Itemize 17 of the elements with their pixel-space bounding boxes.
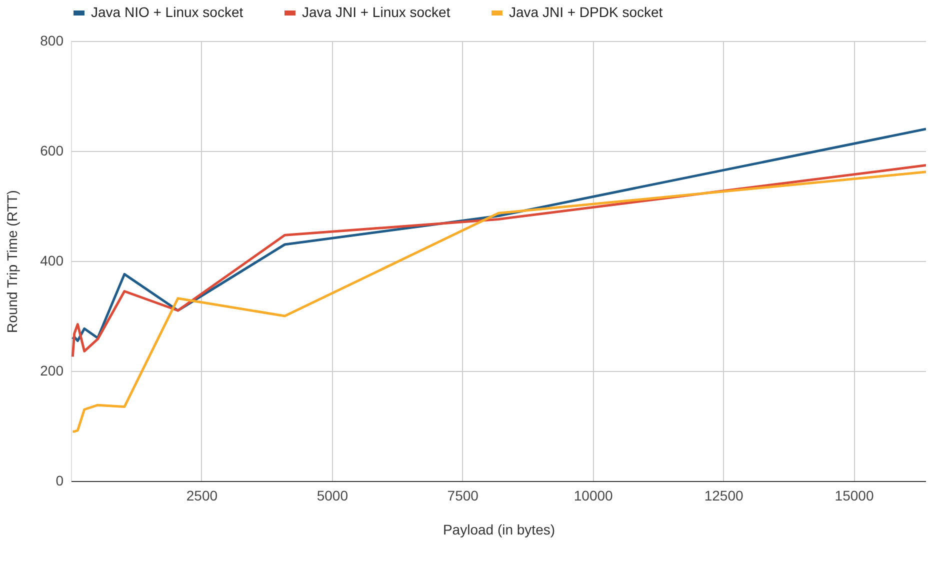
x-tick-label: 15000 bbox=[834, 488, 874, 504]
x-tick-label: 2500 bbox=[186, 488, 218, 504]
x-tick-label: 12500 bbox=[704, 488, 744, 504]
legend-label: Java NIO + Linux socket bbox=[91, 4, 244, 20]
x-axis-title: Payload (in bytes) bbox=[442, 522, 556, 538]
legend-label: Java JNI + DPDK socket bbox=[509, 4, 663, 20]
y-tick-label: 400 bbox=[40, 252, 64, 268]
y-tick-label: 600 bbox=[40, 142, 64, 158]
y-axis-title: Round Trip Time (RTT) bbox=[4, 190, 20, 333]
y-tick-label: 200 bbox=[40, 362, 64, 378]
legend-label: Java JNI + Linux socket bbox=[302, 4, 450, 20]
x-tick-label: 7500 bbox=[447, 488, 479, 504]
x-tick-label: 5000 bbox=[316, 488, 348, 504]
x-tick-label: 10000 bbox=[574, 488, 614, 504]
line-series bbox=[71, 170, 926, 433]
y-tick-label: 0 bbox=[56, 472, 64, 488]
y-tick-label: 800 bbox=[40, 32, 64, 48]
